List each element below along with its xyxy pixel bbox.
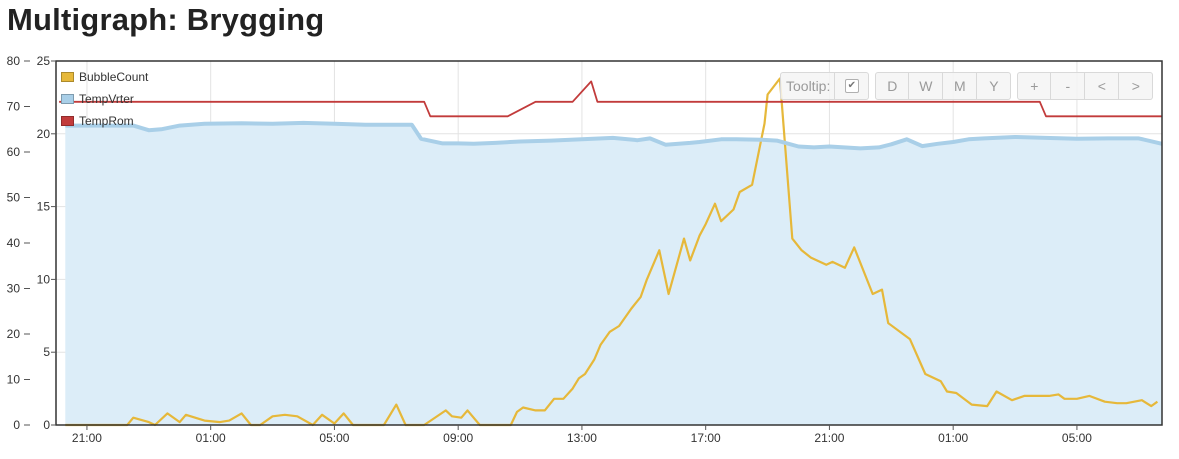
zoom-button-group: + - < > — [1017, 72, 1154, 100]
x-tick-label: 17:00 — [691, 431, 721, 445]
range-day-button[interactable]: D — [875, 72, 910, 100]
y-left-tick-label: 80 — [7, 54, 21, 68]
tempvrter-line — [65, 120, 1163, 151]
y-left-tick-label: 70 — [7, 100, 21, 114]
x-tick-label: 01:00 — [938, 431, 968, 445]
pan-left-button[interactable]: < — [1085, 72, 1120, 100]
zoom-out-button[interactable]: - — [1051, 72, 1086, 100]
legend: BubbleCount TempVrter TempRom — [61, 66, 148, 132]
legend-swatch — [61, 72, 74, 82]
legend-label: TempVrter — [79, 92, 134, 106]
zoom-in-button[interactable]: + — [1017, 72, 1052, 100]
y-right-tick-label: 5 — [43, 345, 50, 359]
y-left-tick-label: 30 — [7, 282, 21, 296]
temprom-line — [59, 80, 1162, 118]
x-tick-label: 21:00 — [814, 431, 844, 445]
legend-swatch — [61, 116, 74, 126]
y-left-tick-label: 40 — [7, 236, 21, 250]
x-tick-label: 05:00 — [1062, 431, 1092, 445]
x-tick-label: 09:00 — [443, 431, 473, 445]
legend-swatch — [61, 94, 74, 104]
page-title: Multigraph: Brygging — [7, 2, 325, 37]
tooltip-group: Tooltip: ✔ — [780, 72, 870, 100]
x-tick-label: 21:00 — [72, 431, 102, 445]
range-button-group: D W M Y — [875, 72, 1012, 100]
tempvrter-area — [65, 122, 1162, 426]
tooltip-checkbox[interactable]: ✔ — [835, 72, 870, 100]
y-left-tick-label: 0 — [13, 418, 20, 432]
tooltip-label: Tooltip: — [780, 72, 836, 100]
y-axis-left: 0 10 20 30 40 50 60 70 80 — [7, 54, 30, 432]
legend-label: TempRom — [79, 114, 134, 128]
y-right-tick-label: 10 — [37, 272, 51, 286]
range-week-button[interactable]: W — [909, 72, 944, 100]
y-left-tick-label: 60 — [7, 145, 21, 159]
pan-right-button[interactable]: > — [1119, 72, 1154, 100]
legend-label: BubbleCount — [79, 70, 149, 84]
checkmark-icon: ✔ — [844, 79, 859, 93]
series-lines — [59, 77, 1163, 427]
legend-item-bubblecount[interactable]: BubbleCount — [61, 66, 148, 88]
x-axis: 21:00 01:00 05:00 09:00 13:00 17:00 21:00 01:00… — [72, 425, 1092, 445]
x-tick-label: 01:00 — [196, 431, 226, 445]
y-right-tick-label: 15 — [37, 200, 51, 214]
y-left-tick-label: 50 — [7, 191, 21, 205]
y-right-tick-label: 20 — [37, 127, 51, 141]
y-right-tick-label: 25 — [37, 54, 51, 68]
y-left-tick-label: 10 — [7, 373, 21, 387]
y-axis-right: 0 5 10 15 20 25 — [37, 54, 56, 432]
plot-frame — [55, 60, 1163, 426]
x-tick-label: 13:00 — [567, 431, 597, 445]
chart-toolbar: Tooltip: ✔ D W M Y + - < > — [780, 71, 1159, 101]
y-right-tick-label: 0 — [43, 418, 50, 432]
legend-item-temprom[interactable]: TempRom — [61, 110, 148, 132]
tempvrter-area-fill — [65, 122, 1162, 426]
y-left-tick-label: 20 — [7, 327, 21, 341]
range-year-button[interactable]: Y — [977, 72, 1012, 100]
x-tick-label: 05:00 — [319, 431, 349, 445]
legend-item-tempvrter[interactable]: TempVrter — [61, 88, 148, 110]
range-month-button[interactable]: M — [943, 72, 978, 100]
bubblecount-line — [65, 77, 1159, 427]
